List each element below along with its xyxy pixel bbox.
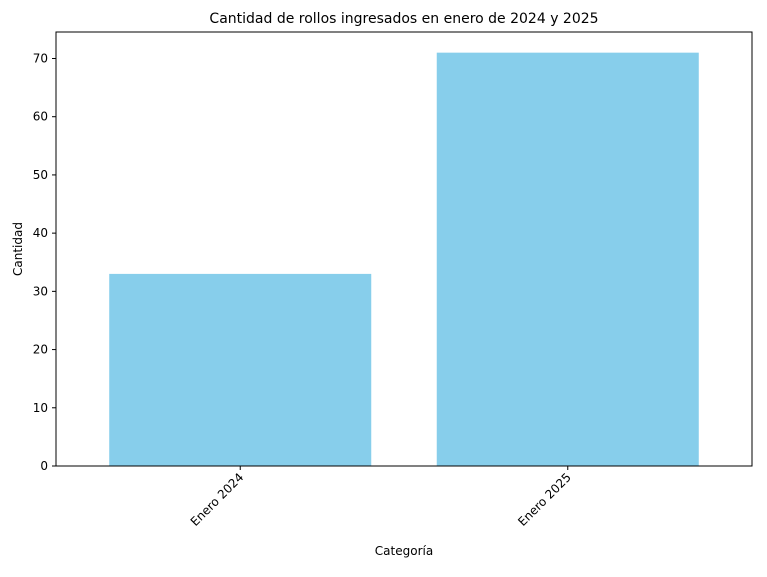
- bar-enero-2024: [109, 273, 372, 466]
- x-tick-label: Enero 2025: [515, 470, 574, 529]
- chart-title: Cantidad de rollos ingresados en enero d…: [209, 11, 598, 27]
- bar-enero-2025: [436, 52, 699, 467]
- x-axis: Enero 2024 Enero 2025: [188, 466, 574, 529]
- x-tick-label: Enero 2024: [188, 470, 247, 529]
- y-tick-label: 60: [33, 110, 48, 124]
- y-tick-label: 30: [33, 284, 48, 298]
- y-tick-label: 50: [33, 168, 48, 182]
- y-tick-label: 70: [33, 51, 48, 65]
- bars-layer: [109, 52, 699, 467]
- plot-frame: [55, 31, 753, 467]
- y-tick-label: 0: [40, 459, 48, 473]
- y-axis-label: Cantidad: [11, 222, 25, 276]
- y-tick-label: 40: [33, 226, 48, 240]
- y-axis: 0 10 20 30 40 50 60 70: [33, 51, 56, 473]
- y-tick-label: 10: [33, 401, 48, 415]
- x-axis-label: Categoría: [375, 544, 433, 558]
- y-tick-label: 20: [33, 343, 48, 357]
